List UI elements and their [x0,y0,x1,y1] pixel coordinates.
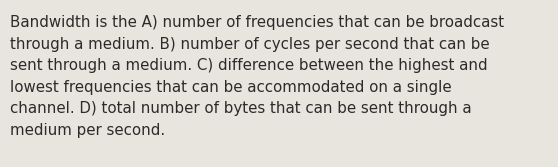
Text: Bandwidth is the A) number of frequencies that can be broadcast
through a medium: Bandwidth is the A) number of frequencie… [10,15,504,138]
